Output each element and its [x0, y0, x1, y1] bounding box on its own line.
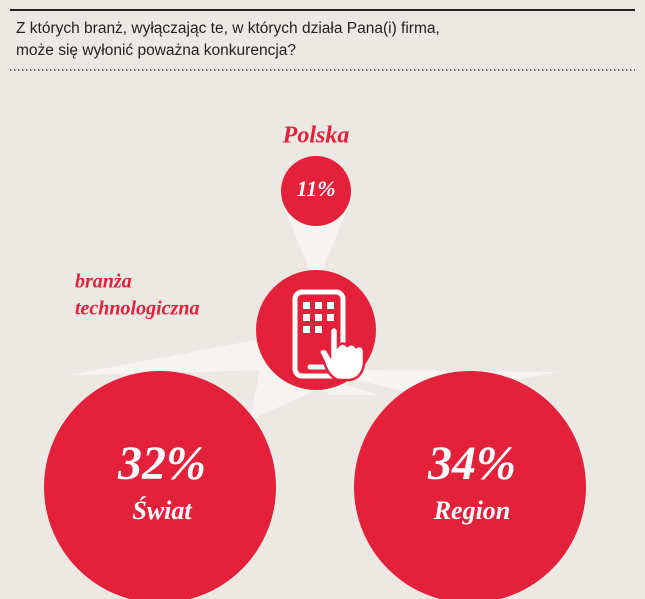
item-label: Region	[433, 496, 511, 525]
item-value: 34%	[427, 437, 516, 490]
item-label: Świat	[132, 496, 192, 525]
connector	[70, 340, 270, 375]
phone-keys	[303, 302, 366, 382]
top-label: Polska	[282, 123, 350, 149]
sector-label: branża	[75, 271, 132, 293]
item-value: 32%	[117, 437, 206, 490]
top-value: 11%	[296, 176, 335, 201]
question-line: może się wyłonić poważna konkurencja?	[16, 42, 296, 59]
big-circle	[354, 371, 586, 599]
question-line: Z których branż, wyłączając te, w któryc…	[16, 20, 440, 37]
sector-label: technologiczna	[75, 298, 199, 320]
big-circle	[44, 371, 276, 599]
connector	[283, 205, 349, 285]
connector	[250, 360, 312, 420]
small-circle	[281, 156, 351, 226]
phone-icon	[292, 289, 346, 379]
